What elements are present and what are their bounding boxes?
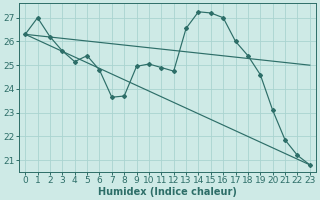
- X-axis label: Humidex (Indice chaleur): Humidex (Indice chaleur): [98, 187, 237, 197]
